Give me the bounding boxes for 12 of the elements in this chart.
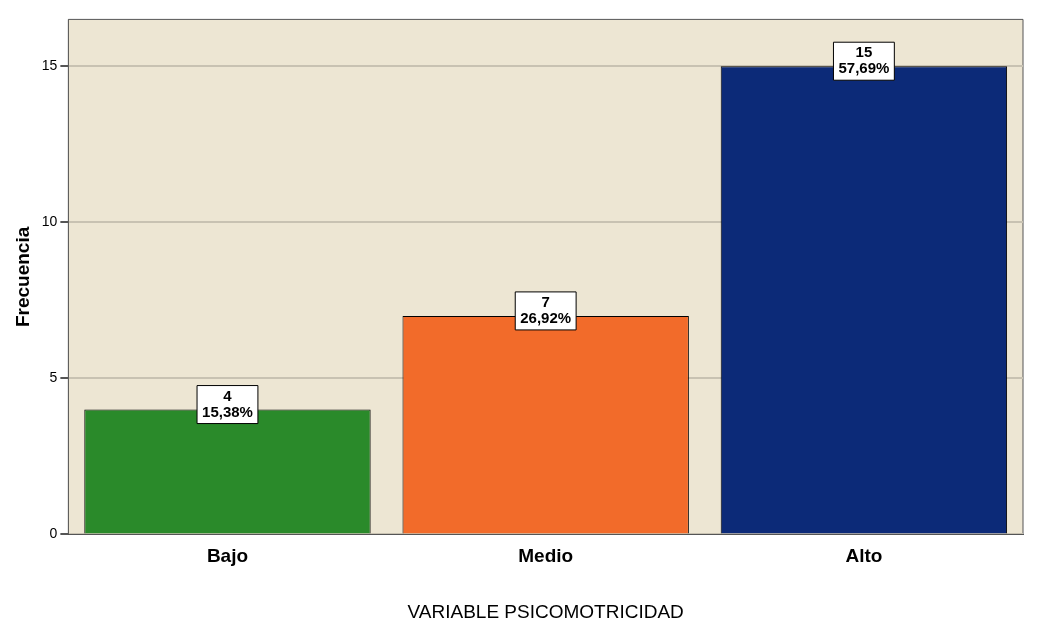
x-axis-title: VARIABLE PSICOMOTRICIDAD	[407, 600, 684, 622]
y-tick-label: 10	[41, 213, 58, 230]
data-label: 15 57,69%	[838, 43, 890, 77]
data-label: 7 26,92%	[520, 293, 572, 327]
y-tick-label: 15	[41, 57, 58, 74]
y-axis-title: Frecuencia	[11, 226, 33, 328]
y-tick-label: 5	[49, 369, 58, 386]
y-tick-label: 0	[49, 525, 58, 542]
x-tick-label: Bajo	[206, 545, 249, 567]
data-label: 4 15,38%	[202, 386, 253, 420]
x-tick-label: Alto	[845, 545, 883, 567]
x-tick-label: Medio	[518, 545, 574, 567]
